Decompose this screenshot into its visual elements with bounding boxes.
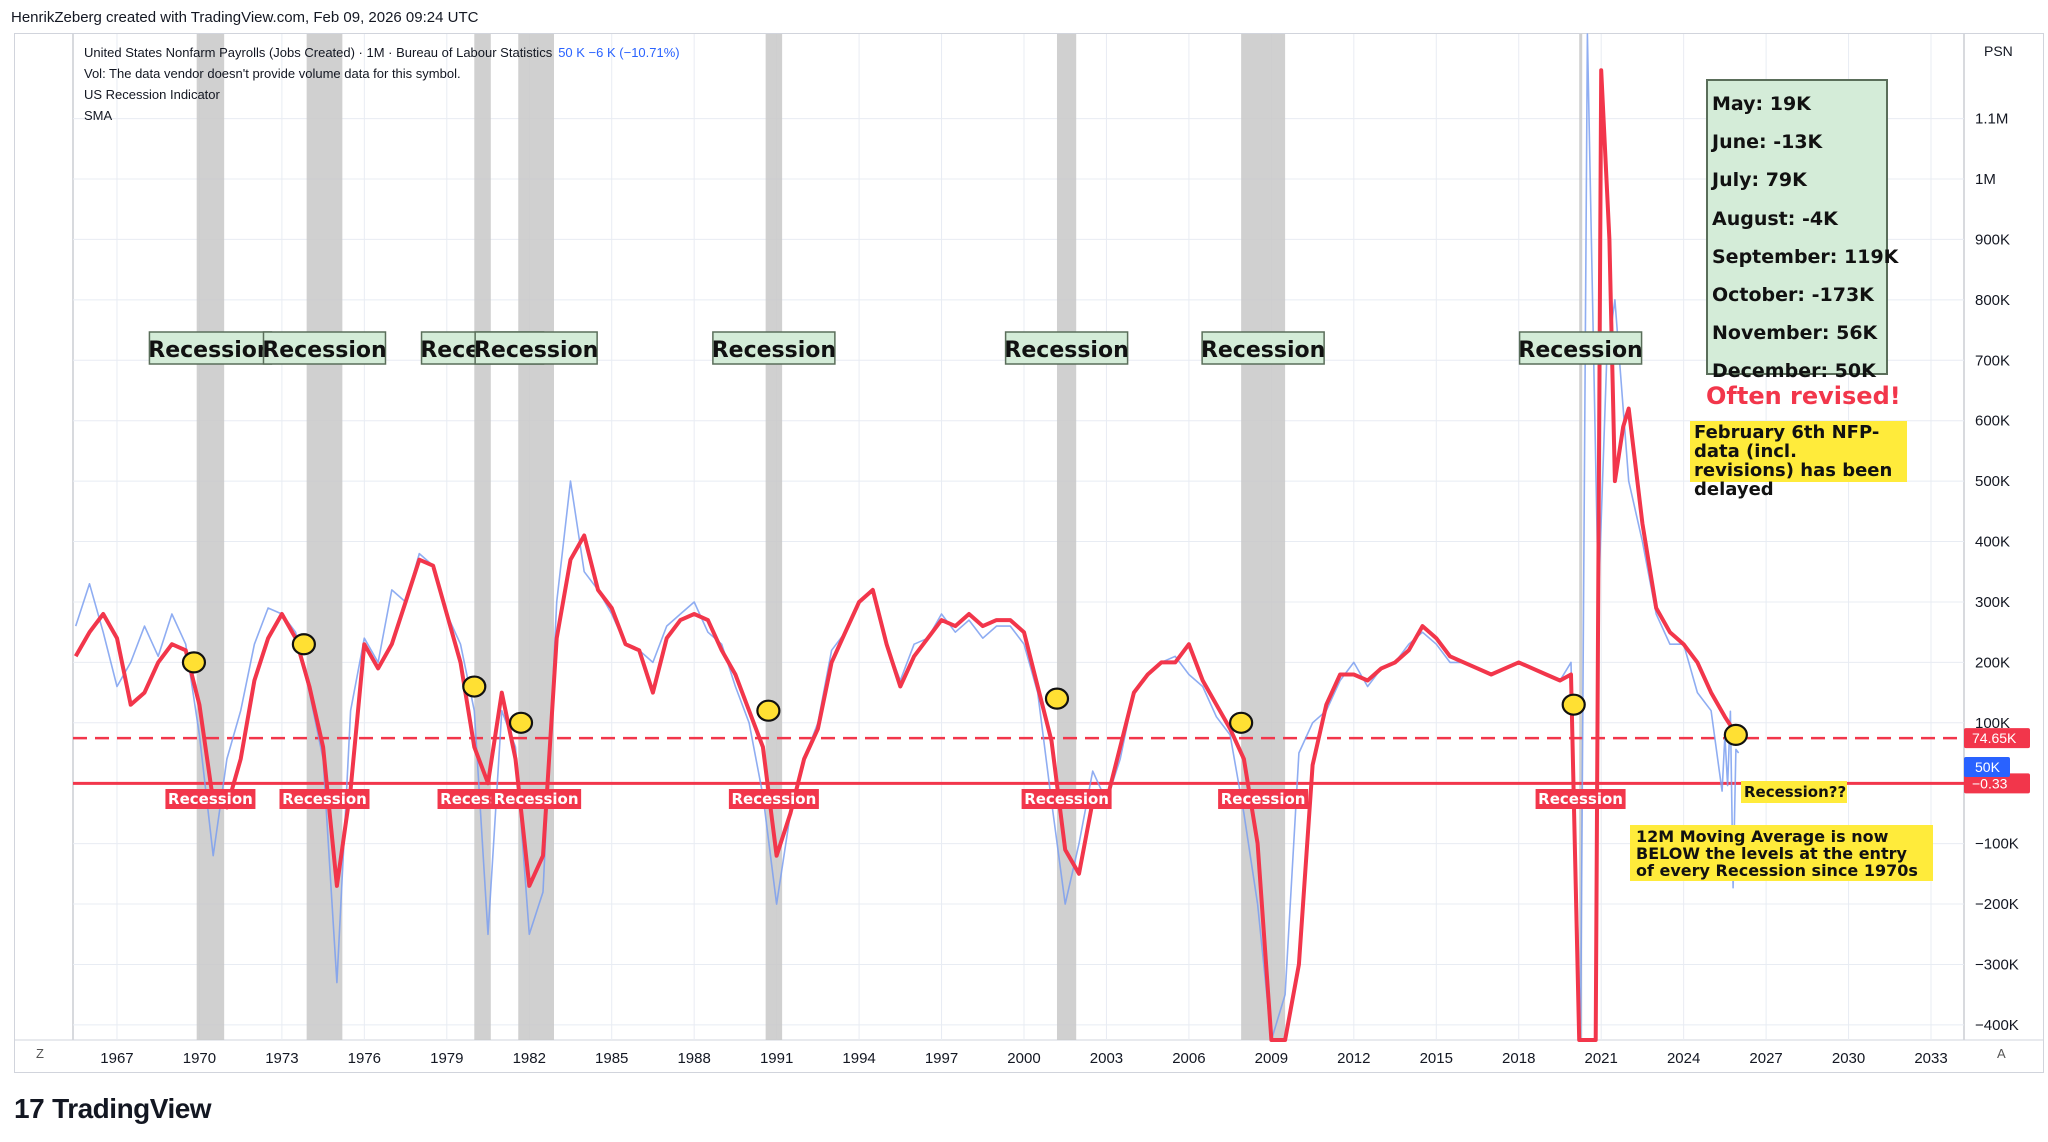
- x-tick-label: 1985: [595, 1050, 628, 1067]
- legend-sma[interactable]: SMA: [84, 105, 680, 126]
- y-tick-label: 700K: [1975, 352, 2010, 369]
- recession-question-note: Recession??: [1741, 781, 1847, 803]
- recession-entry-markers: [183, 634, 1747, 745]
- recession-label-text: Recession: [1201, 338, 1325, 363]
- recession-entry-marker: [1725, 725, 1747, 745]
- tradingview-brand[interactable]: 17 TradingView: [14, 1093, 211, 1125]
- x-tick-label: 1982: [513, 1050, 546, 1067]
- y-tick-label: 200K: [1975, 654, 2010, 671]
- chart-legend: United States Nonfarm Payrolls (Jobs Cre…: [84, 42, 680, 126]
- recession-entry-marker: [510, 713, 532, 733]
- y-tick-label: 800K: [1975, 292, 2010, 309]
- x-tick-label: 1994: [842, 1050, 875, 1067]
- tradingview-name: TradingView: [52, 1093, 211, 1124]
- recession-label-text: Recession: [474, 338, 598, 363]
- legend-recession-indicator[interactable]: US Recession Indicator: [84, 84, 680, 105]
- x-tick-label: 2012: [1337, 1050, 1370, 1067]
- x-tick-label: 2000: [1007, 1050, 1040, 1067]
- recession-entry-marker: [293, 634, 315, 654]
- zoom-button[interactable]: Z: [36, 1046, 44, 1061]
- price-scale-label[interactable]: PSN: [1984, 43, 2013, 59]
- recession-entry-marker: [183, 652, 205, 672]
- y-tick-label: −200K: [1975, 896, 2019, 913]
- y-tick-label: 300K: [1975, 594, 2010, 611]
- x-tick-label: 2018: [1502, 1050, 1535, 1067]
- recession-band: [1241, 34, 1285, 1040]
- x-tick-label: 1967: [100, 1050, 133, 1067]
- recession-entry-marker: [757, 701, 779, 721]
- y-tick-label: 100K: [1975, 715, 2010, 732]
- recession-bands: [197, 34, 1583, 1040]
- y-tick-label: −400K: [1975, 1017, 2019, 1034]
- recession-tag-text: Recession: [168, 790, 253, 808]
- recession-tag-text: Recession: [282, 790, 367, 808]
- recession-label-text: Recession: [1518, 338, 1642, 363]
- x-tick-label: 2003: [1090, 1050, 1123, 1067]
- y-tick-label: 500K: [1975, 473, 2010, 490]
- y-tick-label: 1.1M: [1975, 111, 2008, 128]
- y-tick-label: 1M: [1975, 171, 1996, 188]
- x-tick-label: 1988: [677, 1050, 710, 1067]
- x-tick-label: 2015: [1420, 1050, 1453, 1067]
- tradingview-logo-icon: 17: [14, 1093, 44, 1125]
- x-tick-label: 1970: [183, 1050, 216, 1067]
- recession-entry-marker: [463, 677, 485, 697]
- x-tick-label: 2027: [1749, 1050, 1782, 1067]
- recession-tag-text: Recession: [1538, 790, 1623, 808]
- x-axis: 1967 1970 1973 1976 1979 1982 1985 1988 1991 1994…: [100, 1050, 1947, 1067]
- reference-line-value: 74.65K: [1972, 730, 2017, 746]
- recession-label-text: Recession: [712, 338, 836, 363]
- reference-line-value: −0.33: [1972, 775, 2008, 791]
- recession-tag-text: Recession: [494, 790, 579, 808]
- stats-line: August: -4K: [1712, 200, 1886, 238]
- monthly-stats-box: May: 19K June: -13K July: 79K August: -4…: [1706, 79, 1888, 375]
- delayed-data-note: February 6th NFP-data (incl. revisions) …: [1690, 421, 1907, 482]
- x-tick-label: 1991: [760, 1050, 793, 1067]
- recession-label-text: Recession: [148, 338, 272, 363]
- recession-tag-text: Recession: [731, 790, 816, 808]
- recession-band: [518, 34, 554, 1040]
- y-tick-label: 900K: [1975, 231, 2010, 248]
- stats-line: July: 79K: [1712, 161, 1886, 199]
- recession-band: [474, 34, 490, 1040]
- stats-line: November: 56K: [1712, 314, 1886, 352]
- x-tick-label: 2030: [1832, 1050, 1865, 1067]
- often-revised-note: Often revised!: [1706, 382, 1901, 410]
- stats-line: September: 119K: [1712, 238, 1886, 276]
- recession-tag-text: Recession: [1024, 790, 1109, 808]
- recession-tag-text: Recession: [1221, 790, 1306, 808]
- x-tick-label: 1973: [265, 1050, 298, 1067]
- x-tick-label: 1997: [925, 1050, 958, 1067]
- recession-label-text: Recession: [1004, 338, 1128, 363]
- recession-band: [197, 34, 224, 1040]
- y-axis: −400K −300K −200K −100K 100K 200K 300K 400K 500K…: [1975, 111, 2019, 1034]
- legend-values: 50 K −6 K (−10.71%): [558, 45, 679, 60]
- y-tick-label: 400K: [1975, 534, 2010, 551]
- recession-entry-marker: [1230, 713, 1252, 733]
- stats-line: May: 19K: [1712, 85, 1886, 123]
- legend-volume-note: Vol: The data vendor doesn't provide vol…: [84, 63, 680, 84]
- moving-average-note: 12M Moving Average is now BELOW the leve…: [1630, 825, 1933, 881]
- recession-label-text: Recession: [262, 338, 386, 363]
- stats-line: October: -173K: [1712, 276, 1886, 314]
- y-tick-label: −300K: [1975, 956, 2019, 973]
- y-tick-label: 600K: [1975, 413, 2010, 430]
- recession-entry-marker: [1046, 689, 1068, 709]
- stats-line: June: -13K: [1712, 123, 1886, 161]
- x-tick-label: 2009: [1255, 1050, 1288, 1067]
- recession-band: [307, 34, 343, 1040]
- x-tick-label: 2021: [1585, 1050, 1618, 1067]
- x-tick-label: 1979: [430, 1050, 463, 1067]
- x-tick-label: 2033: [1914, 1050, 1947, 1067]
- legend-symbol-name[interactable]: United States Nonfarm Payrolls (Jobs Cre…: [84, 45, 552, 60]
- auto-scale-button[interactable]: A: [1997, 1046, 2006, 1061]
- last-value-label: 50K: [1975, 759, 2001, 775]
- x-tick-label: 2024: [1667, 1050, 1700, 1067]
- recession-band: [1057, 34, 1076, 1040]
- y-tick-label: −100K: [1975, 836, 2019, 853]
- recession-entry-marker: [1563, 695, 1585, 715]
- x-tick-label: 2006: [1172, 1050, 1205, 1067]
- x-tick-label: 1976: [348, 1050, 381, 1067]
